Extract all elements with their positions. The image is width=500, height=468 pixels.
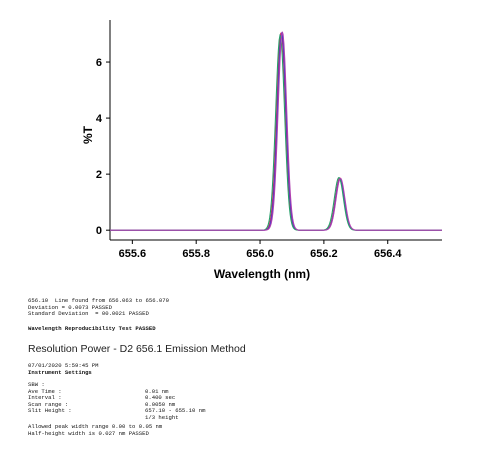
setting-key: Interval : <box>28 394 62 402</box>
x-tick-label: 655.6 <box>119 248 147 260</box>
deviation-text: Deviation = 0.0073 PASSED <box>28 303 112 311</box>
y-axis-ticks: 0 2 4 6 <box>96 57 110 237</box>
x-tick-label: 656.0 <box>246 248 274 260</box>
setting-value: 0.400 sec <box>145 394 176 402</box>
x-axis-label: Wavelength (nm) <box>214 267 310 281</box>
spectrum-series <box>110 31 442 231</box>
line-found-text: 656.10 Line found from 656.063 to 656.07… <box>28 297 169 304</box>
y-tick-label: 6 <box>96 57 102 69</box>
report-datetime: 07/01/2020 5:59:45 PM <box>28 362 99 369</box>
setting-value: 1/3 height <box>145 413 179 421</box>
setting-scan-range: Scan range : 657.10 - 655.10 nm <box>28 396 205 415</box>
setting-value: 0.01 nm <box>145 387 169 395</box>
x-tick-label: 655.8 <box>182 248 210 260</box>
x-tick-label: 656.4 <box>374 248 402 260</box>
setting-key: Scan range : <box>28 400 69 408</box>
spectrum-series-line-1 <box>110 32 442 231</box>
y-tick-label: 2 <box>96 169 102 181</box>
setting-interval: Interval : 0.0050 nm <box>28 389 175 408</box>
y-axis-label: %T <box>81 125 95 144</box>
y-tick-label: 4 <box>96 113 103 125</box>
spectrum-series-line-4 <box>110 31 442 231</box>
half-height-width-result: Half-height width is 0.027 nm PASSED <box>28 429 149 437</box>
setting-value: 657.10 - 655.10 nm <box>145 407 206 415</box>
x-axis-ticks: 655.6 655.8 656.0 656.2 656.4 <box>119 240 402 260</box>
setting-sbw: SBW : 0.01 nm <box>28 376 169 395</box>
section-title: Resolution Power - D2 656.1 Emission Met… <box>28 343 246 355</box>
instrument-settings-heading: Instrument Settings <box>28 368 92 376</box>
setting-key: Ave Time : <box>28 387 62 395</box>
x-tick-label: 656.2 <box>310 248 338 260</box>
std-deviation-text: Standard Deviation = 00.0021 PASSED <box>28 310 149 317</box>
setting-ave-time: Ave Time : 0.400 sec <box>28 383 175 402</box>
y-tick-label: 0 <box>96 225 102 237</box>
setting-key: Slit Height : <box>28 407 72 415</box>
reproducibility-test-result: Wavelength Reproducibility Test PASSED <box>28 325 156 332</box>
setting-key: SBW : <box>28 381 45 389</box>
setting-slit-height: Slit Height : 1/3 height <box>28 402 179 421</box>
setting-value: 0.0050 nm <box>145 400 176 408</box>
spectrum-chart: 0 2 4 6 655.6 655.8 656.0 656.2 656.4 %T Wavele… <box>81 20 442 281</box>
allowed-width-range-text: Allowed peak width range 0.00 to 0.05 nm <box>28 423 163 430</box>
